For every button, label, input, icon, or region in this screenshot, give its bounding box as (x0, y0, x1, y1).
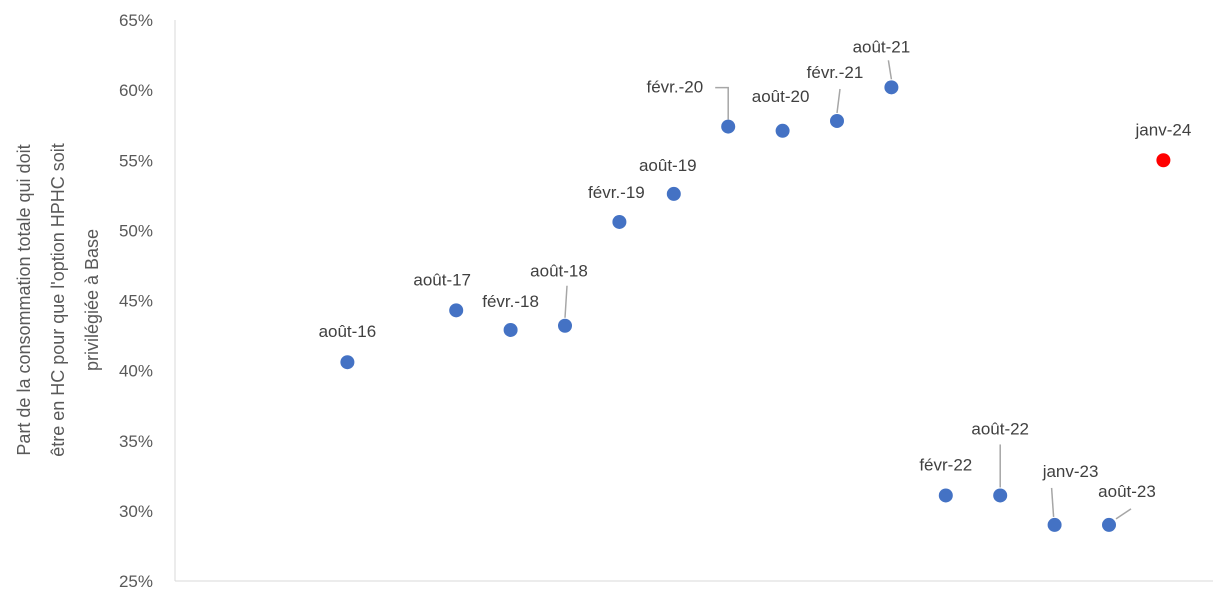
data-point (775, 123, 790, 138)
data-point (884, 80, 899, 95)
data-label: janv-23 (1042, 462, 1099, 481)
data-point (449, 303, 464, 318)
data-label: août-20 (752, 87, 810, 106)
data-label: févr.-18 (482, 292, 539, 311)
y-tick-label: 25% (119, 572, 153, 589)
y-axis-title-line: privilégiée à Base (82, 229, 102, 371)
data-label: févr.-19 (588, 183, 645, 202)
data-point (830, 113, 844, 128)
data-point (993, 488, 1008, 503)
data-point (340, 355, 355, 370)
y-axis-title-line: Part de la consommation totale qui doit (14, 144, 34, 455)
y-tick-label: 60% (119, 81, 153, 100)
y-axis-title: Part de la consommation totale qui doit ê… (14, 143, 102, 457)
label-leader-lines (564, 60, 1132, 520)
y-axis-ticks: 25% 30% 35% 40% 45% 50% 55% 60% 65% (119, 11, 153, 589)
label-leader-line (715, 86, 729, 120)
data-label: août-16 (319, 322, 377, 341)
data-label: août-17 (413, 270, 471, 289)
data-label: août-18 (530, 262, 588, 281)
data-label: févr-22 (919, 455, 972, 474)
data-point (612, 214, 627, 229)
y-tick-label: 50% (119, 221, 153, 240)
data-label: août-21 (853, 37, 911, 56)
label-leader-line (564, 285, 568, 318)
y-tick-label: 30% (119, 502, 153, 521)
y-tick-label: 45% (119, 292, 153, 311)
data-label: août-23 (1098, 482, 1156, 501)
y-tick-label: 35% (119, 432, 153, 451)
data-labels: août-16 août-17 févr.-18 août-18 févr.-19 aoû… (319, 37, 1192, 501)
data-point (721, 119, 736, 134)
label-leader-line (1050, 487, 1055, 517)
y-tick-label: 55% (119, 151, 153, 170)
data-point (938, 488, 953, 503)
data-point (1102, 517, 1116, 532)
data-point (1047, 517, 1062, 532)
y-tick-label: 65% (119, 11, 153, 30)
data-label: janv-24 (1135, 120, 1192, 139)
data-point (503, 322, 518, 337)
data-point (1156, 153, 1171, 168)
data-label: août-22 (971, 419, 1029, 438)
label-leader-line (887, 60, 893, 80)
data-point (558, 318, 572, 333)
data-point (666, 186, 681, 201)
y-tick-label: 40% (119, 362, 153, 381)
label-leader-line (836, 88, 841, 114)
y-axis-title-line: être en HC pour que l'option HPHC soit (48, 143, 68, 457)
data-label: févr.-21 (807, 63, 864, 82)
label-leader-line (1115, 508, 1132, 520)
data-label: août-19 (639, 156, 697, 175)
data-points (340, 80, 1171, 532)
data-label: févr.-20 (646, 78, 703, 97)
